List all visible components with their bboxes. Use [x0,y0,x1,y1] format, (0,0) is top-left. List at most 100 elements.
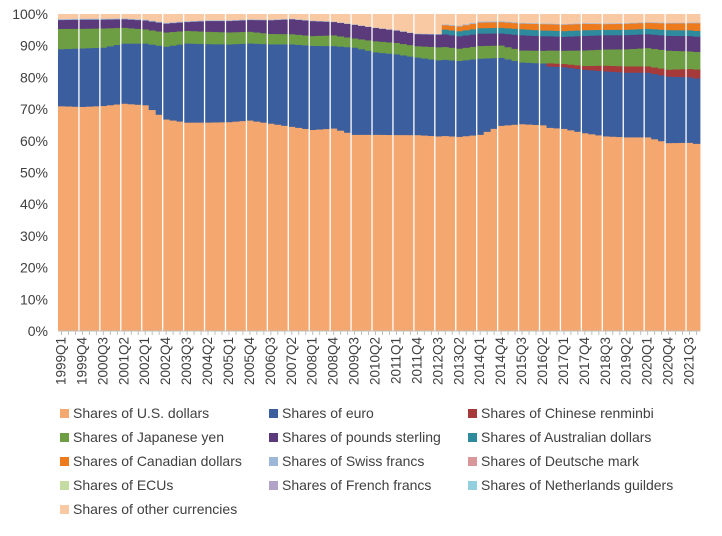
bar-segment [679,142,687,332]
legend-item: Shares of euro [269,404,374,422]
bar-segment [302,128,310,332]
bar-segment [693,22,701,31]
bar-segment [120,103,129,332]
bar-segment [379,52,387,135]
bar-segment [504,22,512,29]
bar-segment [406,32,415,34]
bar-segment [644,47,652,67]
bar-segment [532,124,540,332]
bar-segment [141,20,150,30]
y-tick-label: 100% [12,6,48,22]
bar-segment [64,14,73,20]
bar-segment [462,35,471,48]
x-tick-label: 2009Q3 [347,337,362,385]
bar-segment [672,29,680,36]
bar-segment [679,35,687,52]
bar-segment [609,49,617,66]
bar-segment [658,140,666,332]
bar-segment [539,23,547,25]
bar-segment [511,124,519,332]
bar-segment [609,29,617,36]
bar-segment [127,18,136,20]
bar-segment [469,34,478,47]
bar-segment [532,14,540,24]
bar-segment [497,21,506,28]
bar-segment [686,29,694,37]
bar-segment [560,36,568,51]
bar-segment [504,14,512,22]
bar-segment [295,44,303,128]
bar-segment [218,20,226,33]
bar-segment [602,49,610,66]
bar-segment [169,22,178,33]
bar-segment [560,30,568,37]
x-tick-label: 2021Q3 [682,337,697,385]
bar-segment [490,45,499,59]
bar-segment [120,18,129,28]
x-tick-label: 2016Q2 [535,337,550,385]
bar-segment [413,57,422,136]
bar-segment [162,14,171,23]
bar-segment [511,34,519,49]
bar-segment [553,23,561,25]
bar-segment [218,31,226,45]
bar-segment [176,22,185,32]
bar-segment [448,30,457,36]
bar-segment [672,22,680,24]
bar-segment [539,50,547,64]
legend-label: Shares of Swiss francs [282,453,425,469]
bar-segment [546,66,554,128]
bar-segment [78,19,87,29]
bar-segment [679,29,687,37]
bar-segment [351,38,359,48]
bar-segment [581,50,589,67]
bar-segment [225,32,233,45]
bar-segment [323,20,331,22]
bar-segment [176,121,185,332]
x-tick-label: 2014Q1 [472,337,487,385]
bar-segment [469,28,478,35]
bar-segment [658,22,666,24]
bar-segment [532,23,540,31]
x-tick-label: 2008Q1 [305,337,320,385]
bar-segment [169,120,178,332]
bar-segment [218,121,226,332]
bar-segment [78,18,87,20]
y-tick-label: 80% [20,69,48,85]
bar-segment [162,46,171,120]
bar-segment [497,33,506,46]
bar-segment [113,14,122,19]
bar-segment [602,23,610,30]
bar-segment [553,14,561,24]
bar-segment [455,25,464,27]
bar-segment [427,33,436,35]
bar-segment [476,33,485,47]
bar-segment [644,33,652,49]
bar-segment [309,35,317,46]
bar-segment [281,44,289,126]
bar-segment [155,114,164,332]
bar-segment [469,59,478,136]
bar-segment [483,27,492,34]
bar-segment [281,125,289,332]
bar-segment [686,35,694,52]
bar-segment [406,56,415,136]
bar-segment [64,19,73,29]
bar-segment [616,65,624,73]
bar-segment [309,14,317,21]
bar-segment [637,22,645,30]
bar-segment [546,62,554,67]
legend-swatch [60,456,69,466]
bar-segment [379,28,387,42]
bar-segment [462,135,471,332]
bar-segment [78,14,87,19]
bar-segment [483,131,492,332]
bar-segment [441,135,450,332]
bar-segment [546,30,554,37]
bar-segment [85,28,94,49]
bar-segment [225,14,233,21]
bar-segment [197,31,205,44]
bar-segment [190,43,198,123]
bar-segment [85,19,94,29]
bar-segment [246,120,254,332]
